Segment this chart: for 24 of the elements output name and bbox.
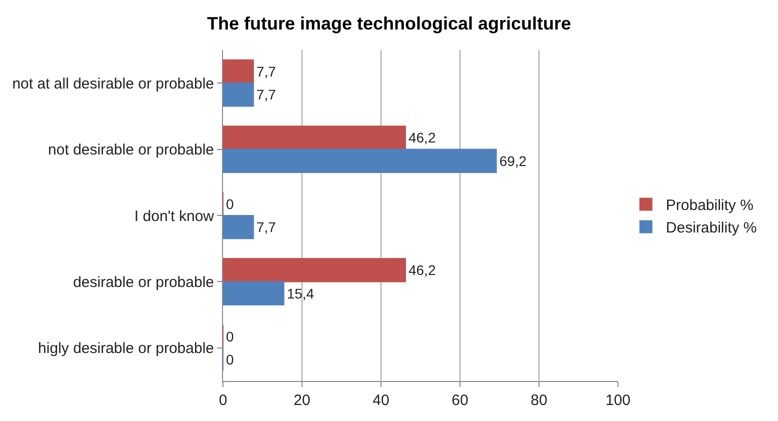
y-tick-label: desirable or probable: [73, 274, 214, 291]
data-label: 69,2: [499, 152, 527, 169]
data-label: 0: [226, 328, 234, 344]
x-tick-label: 80: [530, 392, 548, 409]
y-tick-label: higly desirable or probable: [38, 340, 214, 358]
x-tick-label: 40: [372, 392, 390, 409]
data-label: 0: [226, 351, 234, 368]
data-label: 7,7: [256, 219, 276, 236]
data-label: 15,4: [286, 285, 314, 302]
y-tick-label: I don't know: [134, 208, 214, 225]
data-label: 46,2: [408, 262, 436, 278]
y-tick-label: not desirable or probable: [48, 142, 214, 159]
data-label: 0: [226, 196, 234, 212]
x-tick-label: 60: [452, 392, 468, 409]
chart-title: The future image technological agriculture: [206, 13, 572, 34]
legend-label: Desirability %: [666, 220, 757, 237]
x-tick-label: 20: [294, 392, 310, 409]
data-label: 7,7: [256, 64, 276, 80]
x-tick-label: 0: [218, 392, 228, 409]
legend-label: Probability %: [666, 197, 754, 214]
data-label: 46,2: [408, 130, 436, 146]
data-label: 7,7: [256, 86, 276, 103]
y-tick-label: not at all desirable or probable: [12, 75, 214, 92]
x-tick-label: 100: [605, 392, 631, 409]
